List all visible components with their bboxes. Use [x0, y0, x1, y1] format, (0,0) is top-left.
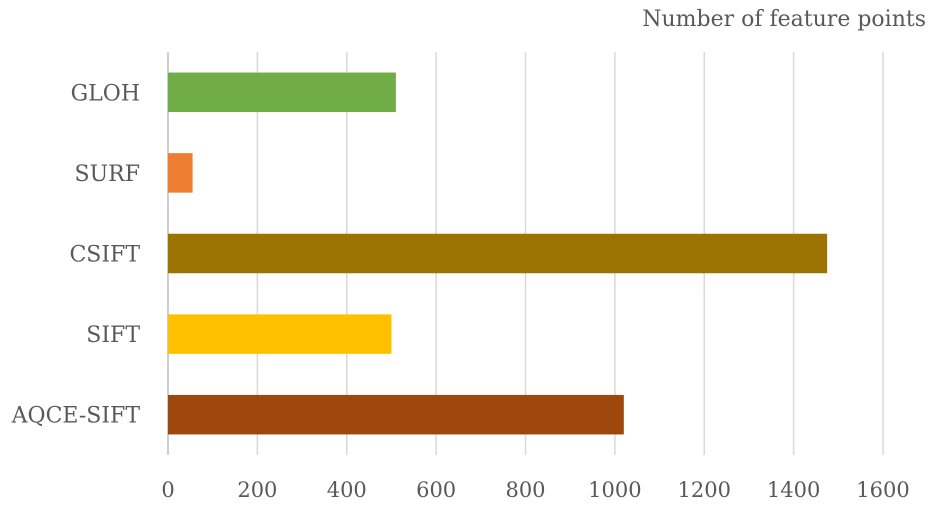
x-tick-label: 1000 — [588, 478, 641, 502]
category-label: AQCE-SIFT — [11, 404, 141, 429]
x-tick-label: 600 — [416, 478, 456, 502]
x-tick-labels: 0 200 400 600 800 1000 1200 1400 1600 — [161, 478, 909, 502]
x-tick-label: 0 — [161, 478, 174, 502]
x-tick-label: 800 — [505, 478, 545, 502]
bar-sift — [168, 314, 392, 354]
x-tick-label: 1600 — [856, 478, 909, 502]
category-label: CSIFT — [69, 243, 140, 268]
x-axis-title: Number of feature points — [642, 7, 926, 32]
category-label: SURF — [75, 162, 140, 187]
x-tick-label: 200 — [237, 478, 277, 502]
category-label: GLOH — [71, 81, 140, 106]
bar-aqce-sift — [168, 394, 624, 435]
x-tick-label: 1400 — [767, 478, 820, 502]
category-label: SIFT — [86, 323, 140, 348]
bar-csift — [168, 233, 828, 274]
x-tick-label: 400 — [327, 478, 367, 502]
bars — [168, 72, 828, 435]
x-tick-label: 1200 — [678, 478, 731, 502]
bar-surf — [168, 153, 193, 193]
category-labels: GLOH SURF CSIFT SIFT AQCE-SIFT — [11, 81, 141, 428]
bar-gloh — [168, 72, 396, 113]
